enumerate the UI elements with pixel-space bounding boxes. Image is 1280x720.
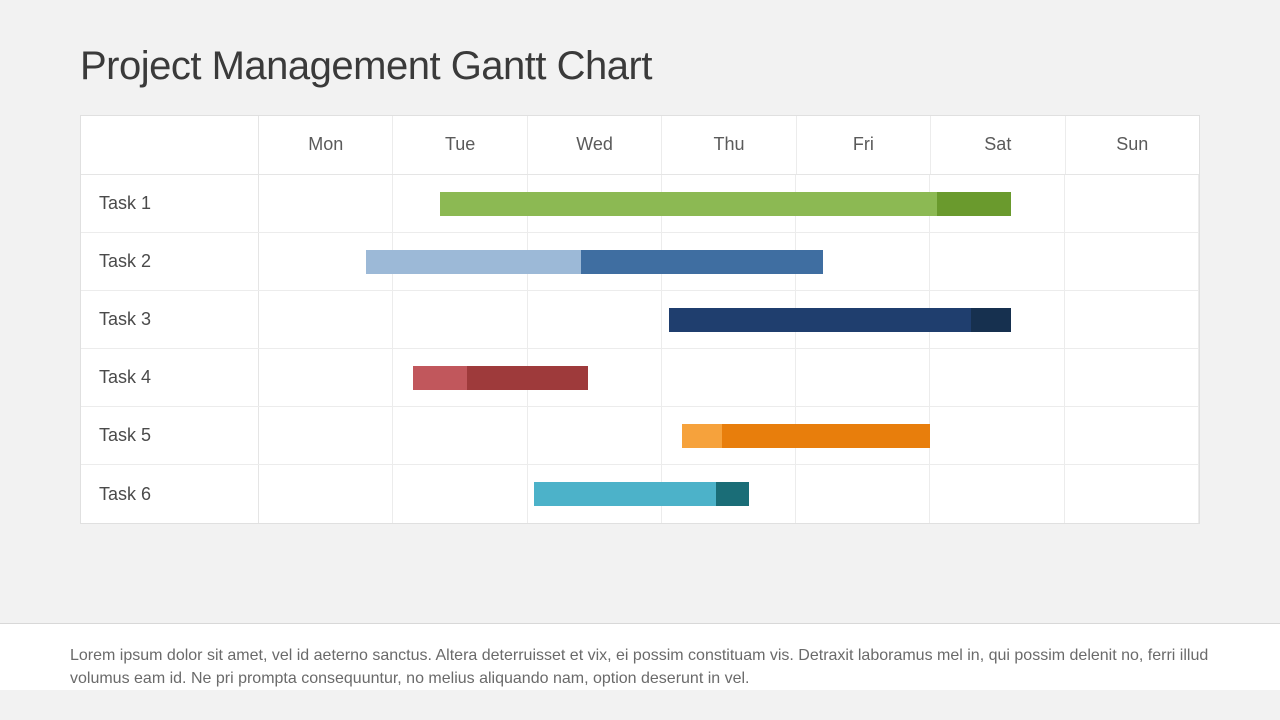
- gantt-bar: [722, 424, 930, 448]
- task-row: Task 5: [81, 407, 1199, 465]
- day-header-cell: Mon: [259, 116, 393, 174]
- day-header-cell: Thu: [662, 116, 796, 174]
- bar-layer: [259, 291, 1199, 348]
- task-row: Task 3: [81, 291, 1199, 349]
- task-label: Task 3: [81, 291, 259, 348]
- task-row: Task 1: [81, 175, 1199, 233]
- day-header-cell: Wed: [528, 116, 662, 174]
- gantt-bar: [716, 482, 750, 506]
- gantt-bar: [534, 482, 715, 506]
- gantt-bar: [467, 366, 588, 390]
- task-label: Task 1: [81, 175, 259, 232]
- bar-layer: [259, 465, 1199, 523]
- day-header-cell: Fri: [797, 116, 931, 174]
- gantt-bar: [440, 192, 937, 216]
- task-timeline: [259, 175, 1199, 232]
- gantt-header-label-blank: [81, 116, 259, 174]
- gantt-chart: MonTueWedThuFriSatSun Task 1Task 2Task 3…: [80, 115, 1200, 524]
- gantt-bar: [971, 308, 1011, 332]
- bar-layer: [259, 407, 1199, 464]
- task-label: Task 6: [81, 465, 259, 523]
- task-label: Task 5: [81, 407, 259, 464]
- gantt-header-row: MonTueWedThuFriSatSun: [81, 116, 1199, 175]
- day-header-cell: Sun: [1066, 116, 1199, 174]
- task-timeline: [259, 349, 1199, 406]
- gantt-bar: [413, 366, 467, 390]
- bar-layer: [259, 233, 1199, 290]
- task-row: Task 4: [81, 349, 1199, 407]
- task-timeline: [259, 291, 1199, 348]
- bar-layer: [259, 175, 1199, 232]
- task-timeline: [259, 465, 1199, 523]
- footer-text: Lorem ipsum dolor sit amet, vel id aeter…: [70, 644, 1210, 690]
- gantt-bar: [937, 192, 1011, 216]
- page-title: Project Management Gantt Chart: [80, 44, 1200, 89]
- task-label: Task 2: [81, 233, 259, 290]
- gantt-bar: [669, 308, 971, 332]
- day-header-cell: Tue: [393, 116, 527, 174]
- gantt-bar: [581, 250, 823, 274]
- day-header-cell: Sat: [931, 116, 1065, 174]
- task-row: Task 6: [81, 465, 1199, 523]
- task-timeline: [259, 233, 1199, 290]
- task-label: Task 4: [81, 349, 259, 406]
- footer: Lorem ipsum dolor sit amet, vel id aeter…: [0, 623, 1280, 690]
- bar-layer: [259, 349, 1199, 406]
- task-row: Task 2: [81, 233, 1199, 291]
- gantt-bar: [682, 424, 722, 448]
- task-timeline: [259, 407, 1199, 464]
- gantt-bar: [366, 250, 581, 274]
